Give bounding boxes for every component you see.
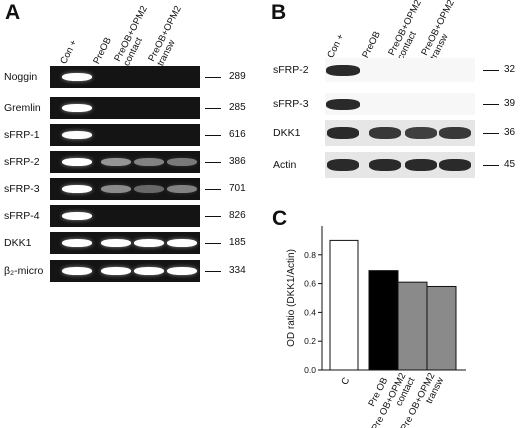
panel-b-size-tick bbox=[483, 104, 499, 105]
panel-a-gel-strip bbox=[50, 151, 200, 173]
panel-a-size-tick bbox=[205, 271, 221, 272]
panel-b-row-label: sFRP-3 bbox=[273, 98, 309, 110]
chart-y-tick-label: 0.4 bbox=[304, 307, 316, 317]
panel-a-gel-strip bbox=[50, 66, 200, 88]
panel-b-band bbox=[326, 98, 360, 110]
chart-y-tick-label: 0.2 bbox=[304, 336, 316, 346]
panel-b-band bbox=[369, 127, 401, 139]
panel-a-gel-strip bbox=[50, 124, 200, 146]
panel-a-size-tick bbox=[205, 77, 221, 78]
panel-a-band bbox=[62, 239, 92, 247]
panel-b-band bbox=[405, 127, 437, 139]
panel-a-row-label: sFRP-4 bbox=[4, 210, 40, 222]
panel-b-row-label: Actin bbox=[273, 159, 297, 171]
panel-a-row-label: β₂-micro bbox=[4, 265, 44, 277]
panel-b-band bbox=[327, 127, 359, 139]
chart-y-tick-label: 0.6 bbox=[304, 279, 316, 289]
panel-a-band bbox=[167, 267, 197, 275]
panel-c-letter: C bbox=[272, 207, 288, 230]
panel-a-band bbox=[62, 131, 92, 139]
chart-x-tick-label: C bbox=[339, 376, 352, 387]
panel-a-gel-strip bbox=[50, 260, 200, 282]
panel-a-band bbox=[134, 185, 164, 193]
panel-b-band bbox=[327, 159, 359, 171]
panel-a-band bbox=[62, 158, 92, 166]
panel-a-size-label: 826 bbox=[229, 210, 246, 221]
panel-a-row-label: Gremlin bbox=[4, 102, 41, 114]
panel-a-gel-strip bbox=[50, 178, 200, 200]
panel-a-band bbox=[134, 239, 164, 247]
panel-b-row-label: DKK1 bbox=[273, 127, 301, 139]
panel-a-size-tick bbox=[205, 135, 221, 136]
panel-a-size-tick bbox=[205, 162, 221, 163]
panel-a-band bbox=[62, 73, 92, 81]
panel-a-band bbox=[101, 185, 131, 193]
panel-a-band bbox=[134, 267, 164, 275]
panel-a-size-tick bbox=[205, 243, 221, 244]
chart-bar bbox=[397, 281, 428, 371]
panel-b-band bbox=[326, 64, 360, 76]
panel-a-band bbox=[62, 267, 92, 275]
panel-a-band bbox=[62, 104, 92, 112]
panel-b-band bbox=[369, 159, 401, 171]
chart-y-tick-label: 0.8 bbox=[304, 250, 316, 260]
panel-b-band bbox=[439, 127, 471, 139]
panel-a-size-label: 285 bbox=[229, 102, 246, 113]
panel-a-size-tick bbox=[205, 216, 221, 217]
panel-b-size-label: 39 bbox=[504, 98, 516, 109]
panel-a-size-tick bbox=[205, 189, 221, 190]
panel-a-size-label: 334 bbox=[229, 265, 246, 276]
panel-a-band bbox=[62, 212, 92, 220]
panel-a-row-label: sFRP-3 bbox=[4, 183, 40, 195]
panel-a-row-label: DKK1 bbox=[4, 237, 32, 249]
panel-a-size-tick bbox=[205, 108, 221, 109]
panel-a-band bbox=[101, 267, 131, 275]
panel-a-band bbox=[167, 239, 197, 247]
panel-a-band bbox=[101, 158, 131, 166]
panel-a-size-label: 701 bbox=[229, 183, 246, 194]
panel-b-size-tick bbox=[483, 165, 499, 166]
panel-a-band bbox=[167, 185, 197, 193]
panel-a-band bbox=[134, 158, 164, 166]
panel-b-size-label: 45 bbox=[504, 159, 516, 170]
panel-a-gel-strip bbox=[50, 97, 200, 119]
panel-b-row-label: sFRP-2 bbox=[273, 64, 309, 76]
chart-bar bbox=[426, 285, 457, 371]
chart-y-tick-label: 0.0 bbox=[304, 365, 316, 375]
panel-b-band bbox=[439, 159, 471, 171]
panel-a-size-label: 185 bbox=[229, 237, 246, 248]
panel-b-letter: B bbox=[271, 1, 287, 24]
chart-bar bbox=[329, 239, 359, 371]
panel-a-row-label: sFRP-2 bbox=[4, 156, 40, 168]
chart-y-axis-label: OD ratio (DKK1/Actin) bbox=[286, 249, 297, 347]
chart-x-tick-label-line: C bbox=[339, 376, 352, 387]
panel-b-size-tick bbox=[483, 70, 499, 71]
panel-a-gel-strip bbox=[50, 232, 200, 254]
panel-b-size-tick bbox=[483, 133, 499, 134]
panel-a-band bbox=[62, 185, 92, 193]
panel-a-size-label: 289 bbox=[229, 71, 246, 82]
panel-a-row-label: sFRP-1 bbox=[4, 129, 40, 141]
panel-b-blot-strip bbox=[325, 93, 475, 115]
panel-a-band bbox=[167, 158, 197, 166]
panel-b-band bbox=[405, 159, 437, 171]
panel-a-band bbox=[101, 239, 131, 247]
panel-b-size-label: 32 bbox=[504, 64, 516, 75]
panel-a-size-label: 616 bbox=[229, 129, 246, 140]
panel-a-letter: A bbox=[5, 1, 21, 24]
chart-bar bbox=[368, 270, 399, 371]
panel-b-size-label: 36 bbox=[504, 127, 516, 138]
panel-a-gel-strip bbox=[50, 205, 200, 227]
panel-a-row-label: Noggin bbox=[4, 71, 38, 83]
panel-a-size-label: 386 bbox=[229, 156, 246, 167]
